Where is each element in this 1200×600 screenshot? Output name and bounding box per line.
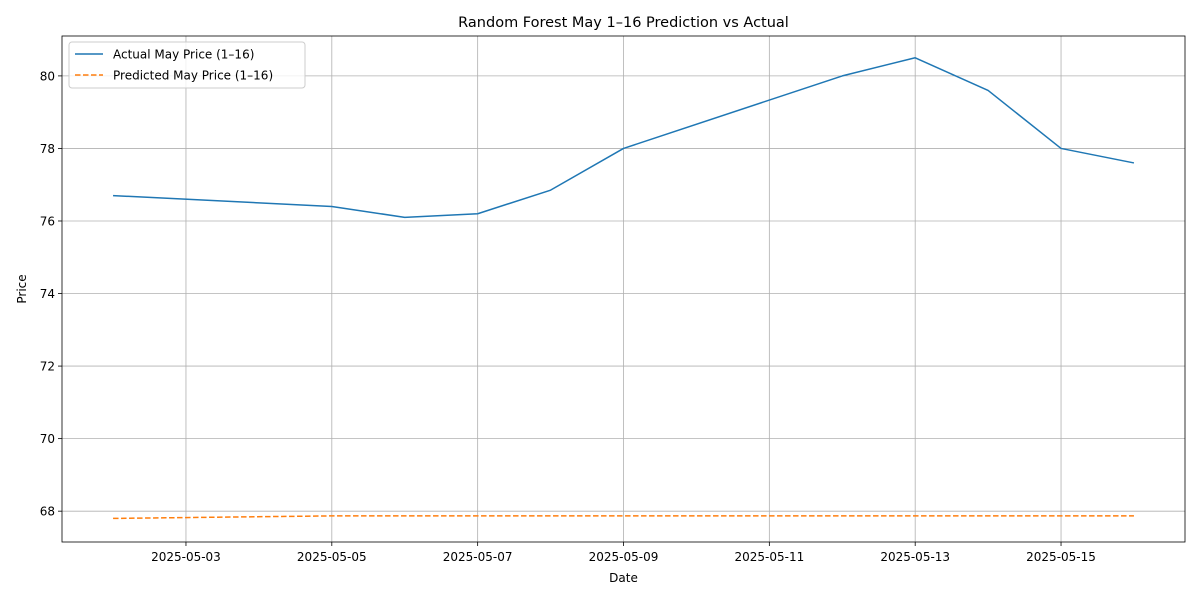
legend-box bbox=[68, 41, 306, 89]
x-tick-label: 2025-05-15 bbox=[1026, 550, 1096, 564]
x-tick-label: 2025-05-09 bbox=[589, 550, 659, 564]
x-tick-label: 2025-05-03 bbox=[151, 550, 221, 564]
y-tick-label: 72 bbox=[40, 360, 55, 374]
x-tick-label: 2025-05-07 bbox=[443, 550, 513, 564]
x-axis-label: Date bbox=[609, 571, 638, 585]
y-tick-label: 80 bbox=[40, 69, 55, 83]
y-tick-label: 74 bbox=[40, 287, 55, 301]
legend-label: Predicted May Price (1–16) bbox=[113, 69, 273, 83]
y-axis-ticks: 68 70 72 74 76 78 80 bbox=[40, 69, 62, 519]
chart-title: Random Forest May 1–16 Prediction vs Act… bbox=[458, 15, 789, 31]
series-line-actual bbox=[113, 57, 1135, 219]
y-tick-label: 68 bbox=[40, 505, 55, 519]
x-tick-label: 2025-05-11 bbox=[734, 550, 804, 564]
x-axis-ticks: 2025-05-03 2025-05-05 2025-05-07 2025-05-09… bbox=[151, 542, 1096, 564]
x-tick-label: 2025-05-05 bbox=[297, 550, 367, 564]
y-axis-label: Price bbox=[15, 274, 29, 303]
y-tick-label: 70 bbox=[40, 432, 55, 446]
legend-label: Actual May Price (1–16) bbox=[113, 48, 254, 62]
y-tick-label: 76 bbox=[40, 214, 55, 228]
x-tick-label: 2025-05-13 bbox=[880, 550, 950, 564]
plot-lines bbox=[113, 57, 1135, 520]
y-tick-label: 78 bbox=[40, 142, 55, 156]
series-line-predicted bbox=[113, 515, 1134, 520]
legend: Actual May Price (1–16) Predicted May Pri… bbox=[68, 41, 306, 89]
